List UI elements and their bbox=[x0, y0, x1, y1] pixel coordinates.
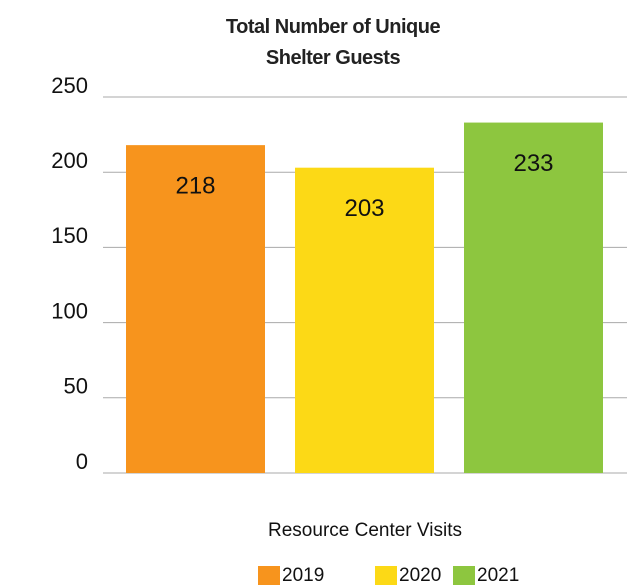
y-tick-label: 100 bbox=[51, 298, 88, 323]
y-tick-label: 150 bbox=[51, 223, 88, 248]
data-label: 233 bbox=[513, 150, 553, 177]
bar bbox=[464, 122, 603, 474]
x-tick-label: Resource Center Visits bbox=[268, 520, 462, 541]
legend-label: 2019 bbox=[282, 565, 324, 585]
legend-swatch bbox=[375, 566, 397, 585]
y-tick-label: 50 bbox=[64, 374, 88, 399]
y-tick-label: 250 bbox=[51, 73, 88, 98]
chart-title: Total Number of Unique Shelter Guests bbox=[225, 16, 441, 69]
data-label: 218 bbox=[175, 172, 215, 199]
y-tick-label: 200 bbox=[51, 148, 88, 173]
legend-swatch bbox=[258, 566, 280, 585]
y-tick-label: 0 bbox=[76, 449, 88, 474]
bar bbox=[126, 145, 265, 474]
legend-label: 2020 bbox=[399, 565, 441, 585]
legend-label: 2021 bbox=[477, 565, 519, 585]
data-label: 203 bbox=[344, 195, 384, 222]
bar bbox=[295, 167, 434, 474]
legend-swatch bbox=[453, 566, 475, 585]
